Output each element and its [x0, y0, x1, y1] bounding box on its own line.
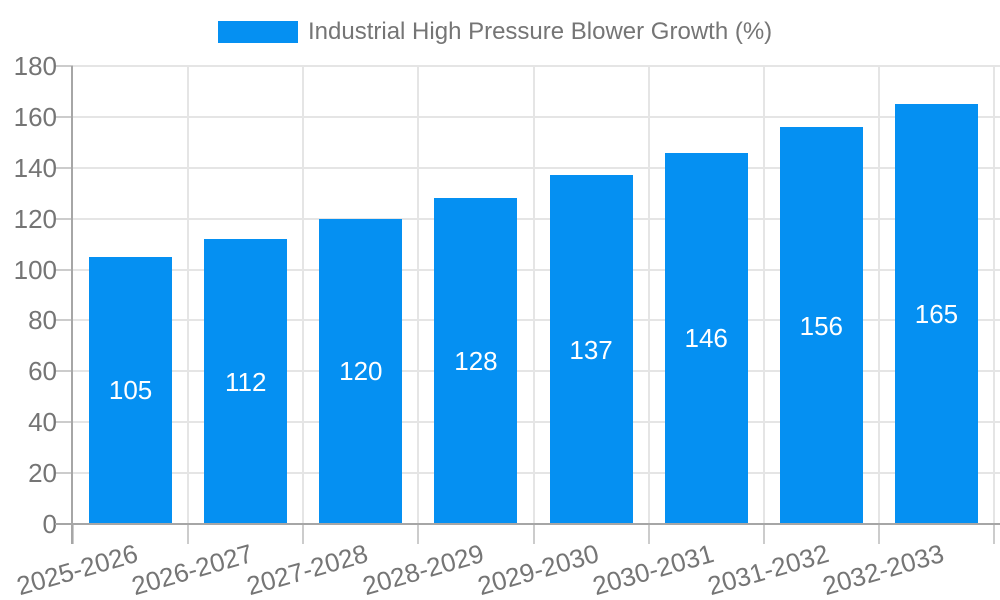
x-tick-mark [762, 524, 765, 544]
bar-value-label: 156 [799, 310, 843, 341]
x-tick-mark [877, 524, 880, 544]
bar-value-label: 137 [569, 334, 613, 365]
x-tick-label: 2032-2033 [819, 538, 948, 600]
v-gridline [187, 66, 190, 524]
y-tick-mark [55, 217, 73, 220]
y-tick-label: 60 [28, 356, 57, 387]
h-gridline [73, 370, 1000, 373]
x-tick-mark [302, 524, 305, 544]
x-tick-mark [647, 524, 650, 544]
bar: 120 [319, 218, 403, 524]
x-tick-label: 2031-2032 [704, 538, 833, 600]
bar: 146 [664, 152, 748, 524]
y-tick-label: 180 [13, 51, 57, 81]
y-tick-label: 40 [28, 407, 57, 438]
x-tick-mark [72, 524, 74, 544]
x-tick-mark [187, 524, 190, 544]
v-gridline [647, 66, 650, 524]
x-tick-mark [417, 524, 420, 544]
x-tick-mark [532, 524, 535, 544]
v-gridline [417, 66, 420, 524]
x-tick-label: 2026-2027 [128, 538, 257, 600]
y-tick-label: 20 [28, 458, 57, 489]
h-gridline [73, 319, 1000, 322]
x-tick-label: 2028-2029 [358, 538, 487, 600]
legend: Industrial High Pressure Blower Growth (… [0, 0, 1000, 56]
y-tick-mark [55, 370, 73, 373]
v-gridline [877, 66, 880, 524]
y-tick-label: 0 [42, 509, 57, 539]
y-tick-label: 100 [13, 254, 57, 285]
h-gridline [73, 115, 1000, 118]
bar-value-label: 146 [684, 323, 728, 354]
x-tick-label: 2027-2028 [243, 538, 372, 600]
h-gridline [73, 268, 1000, 271]
x-tick-label: 2025-2026 [13, 538, 142, 600]
v-gridline [532, 66, 535, 524]
x-axis-line [55, 523, 1000, 525]
y-axis-line [71, 66, 73, 544]
bar: 137 [549, 175, 633, 524]
bar: 165 [894, 104, 978, 524]
y-tick-mark [55, 472, 73, 475]
v-gridline [993, 66, 995, 524]
y-tick-label: 80 [28, 305, 57, 336]
bar: 105 [89, 256, 173, 524]
bar-value-label: 120 [339, 356, 383, 387]
x-tick-label: 2030-2031 [589, 538, 717, 600]
x-tick-label: 2029-2030 [473, 538, 602, 600]
y-tick-mark [55, 166, 73, 169]
y-tick-label: 120 [13, 203, 57, 234]
y-tick-label: 140 [13, 152, 57, 183]
bar: 112 [204, 239, 288, 524]
h-gridline [73, 421, 1000, 424]
y-tick-label: 160 [13, 101, 57, 132]
bar: 128 [434, 198, 518, 524]
y-tick-mark [55, 115, 73, 118]
y-tick-mark [55, 421, 73, 424]
h-gridline [73, 166, 1000, 169]
h-gridline [73, 65, 1000, 67]
h-gridline [73, 472, 1000, 475]
x-tick-mark [993, 524, 995, 544]
v-gridline [302, 66, 305, 524]
legend-label: Industrial High Pressure Blower Growth (… [308, 18, 773, 45]
bar-value-label: 112 [224, 366, 267, 397]
legend-swatch [218, 21, 298, 43]
y-tick-mark [55, 268, 73, 271]
bar-value-label: 165 [914, 299, 959, 330]
y-tick-mark [55, 65, 73, 67]
y-tick-mark [55, 319, 73, 322]
bar-value-label: 128 [454, 346, 498, 377]
bar: 156 [779, 127, 863, 524]
h-gridline [73, 217, 1000, 220]
v-gridline [762, 66, 765, 524]
bar-value-label: 105 [108, 375, 153, 406]
